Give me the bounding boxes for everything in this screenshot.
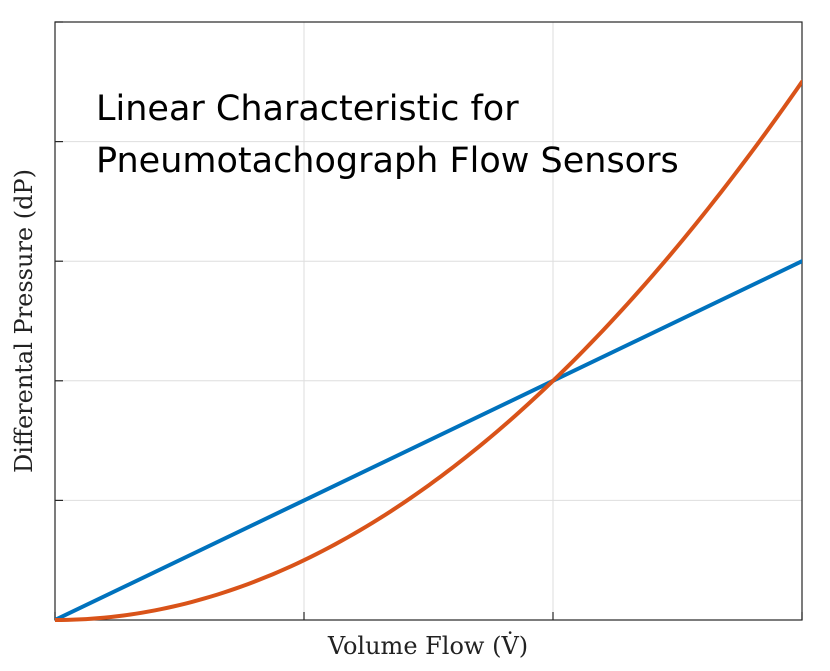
x-axis-label: Volume Flow (V̇) <box>327 632 528 660</box>
series-line-2 <box>55 79 802 622</box>
series-layer <box>55 79 802 622</box>
y-axis-label: Differental Pressure (dP) <box>10 169 38 473</box>
chart-title-line-2: Pneumotachograph Flow Sensors <box>96 141 679 181</box>
series-line-1 <box>55 259 802 622</box>
chart-title-line-1: Linear Characteristic for <box>96 89 519 129</box>
axes-box <box>54 21 803 621</box>
grid-lines <box>55 22 802 620</box>
axis-ticks <box>54 21 803 621</box>
